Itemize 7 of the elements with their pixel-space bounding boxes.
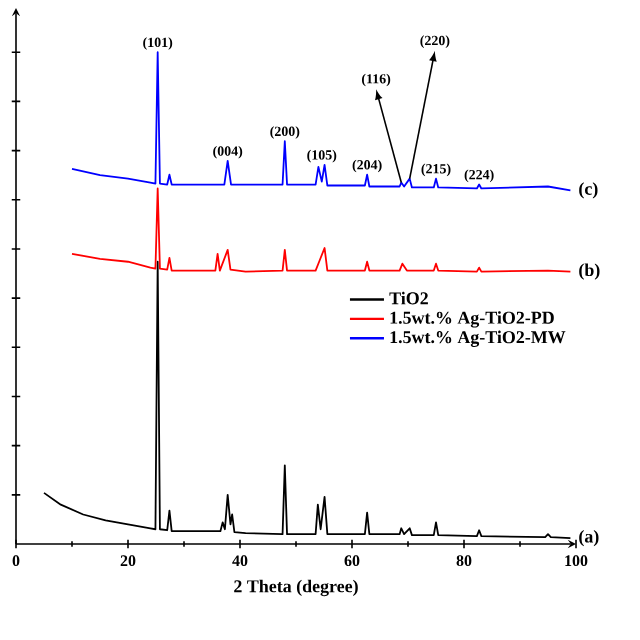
legend-label: TiO2: [389, 291, 428, 305]
annotation: (c): [579, 182, 598, 199]
legend-label: 1.5wt.% Ag-TiO2-MW: [390, 330, 566, 347]
annotation: (a): [579, 529, 599, 547]
legend-label: 1.5wt.% Ag-TiO2-PD: [390, 311, 554, 328]
annotation: (b): [579, 263, 600, 280]
x-axis-title: 2 Theta (degree): [234, 579, 358, 597]
